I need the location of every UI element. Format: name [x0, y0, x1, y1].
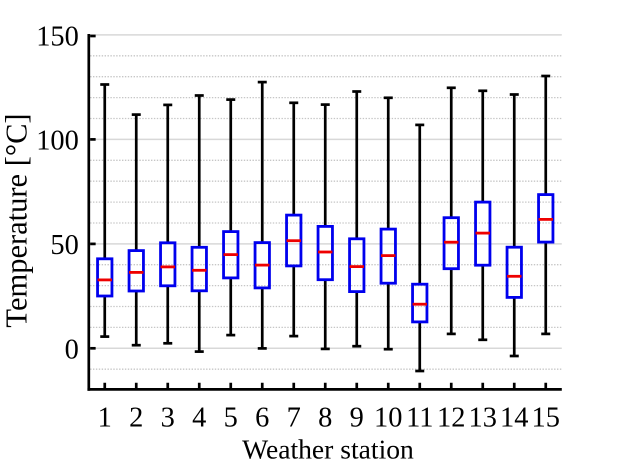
svg-text:6: 6: [255, 403, 269, 434]
svg-text:3: 3: [161, 403, 175, 434]
svg-text:10: 10: [374, 403, 402, 434]
svg-text:15: 15: [532, 403, 560, 434]
svg-text:11: 11: [406, 403, 433, 434]
svg-text:12: 12: [437, 403, 465, 434]
svg-text:8: 8: [318, 403, 332, 434]
svg-text:Weather station: Weather station: [242, 434, 414, 465]
svg-text:Temperature [°C]: Temperature [°C]: [0, 113, 34, 327]
svg-text:5: 5: [224, 403, 238, 434]
svg-text:1: 1: [98, 403, 112, 434]
svg-text:9: 9: [350, 403, 364, 434]
svg-text:7: 7: [287, 403, 301, 434]
svg-text:2: 2: [129, 403, 143, 434]
svg-text:4: 4: [192, 403, 206, 434]
svg-text:0: 0: [65, 335, 79, 366]
svg-text:14: 14: [500, 403, 528, 434]
svg-text:13: 13: [469, 403, 497, 434]
svg-text:50: 50: [50, 230, 78, 261]
svg-text:150: 150: [36, 21, 79, 52]
svg-text:100: 100: [36, 126, 79, 157]
